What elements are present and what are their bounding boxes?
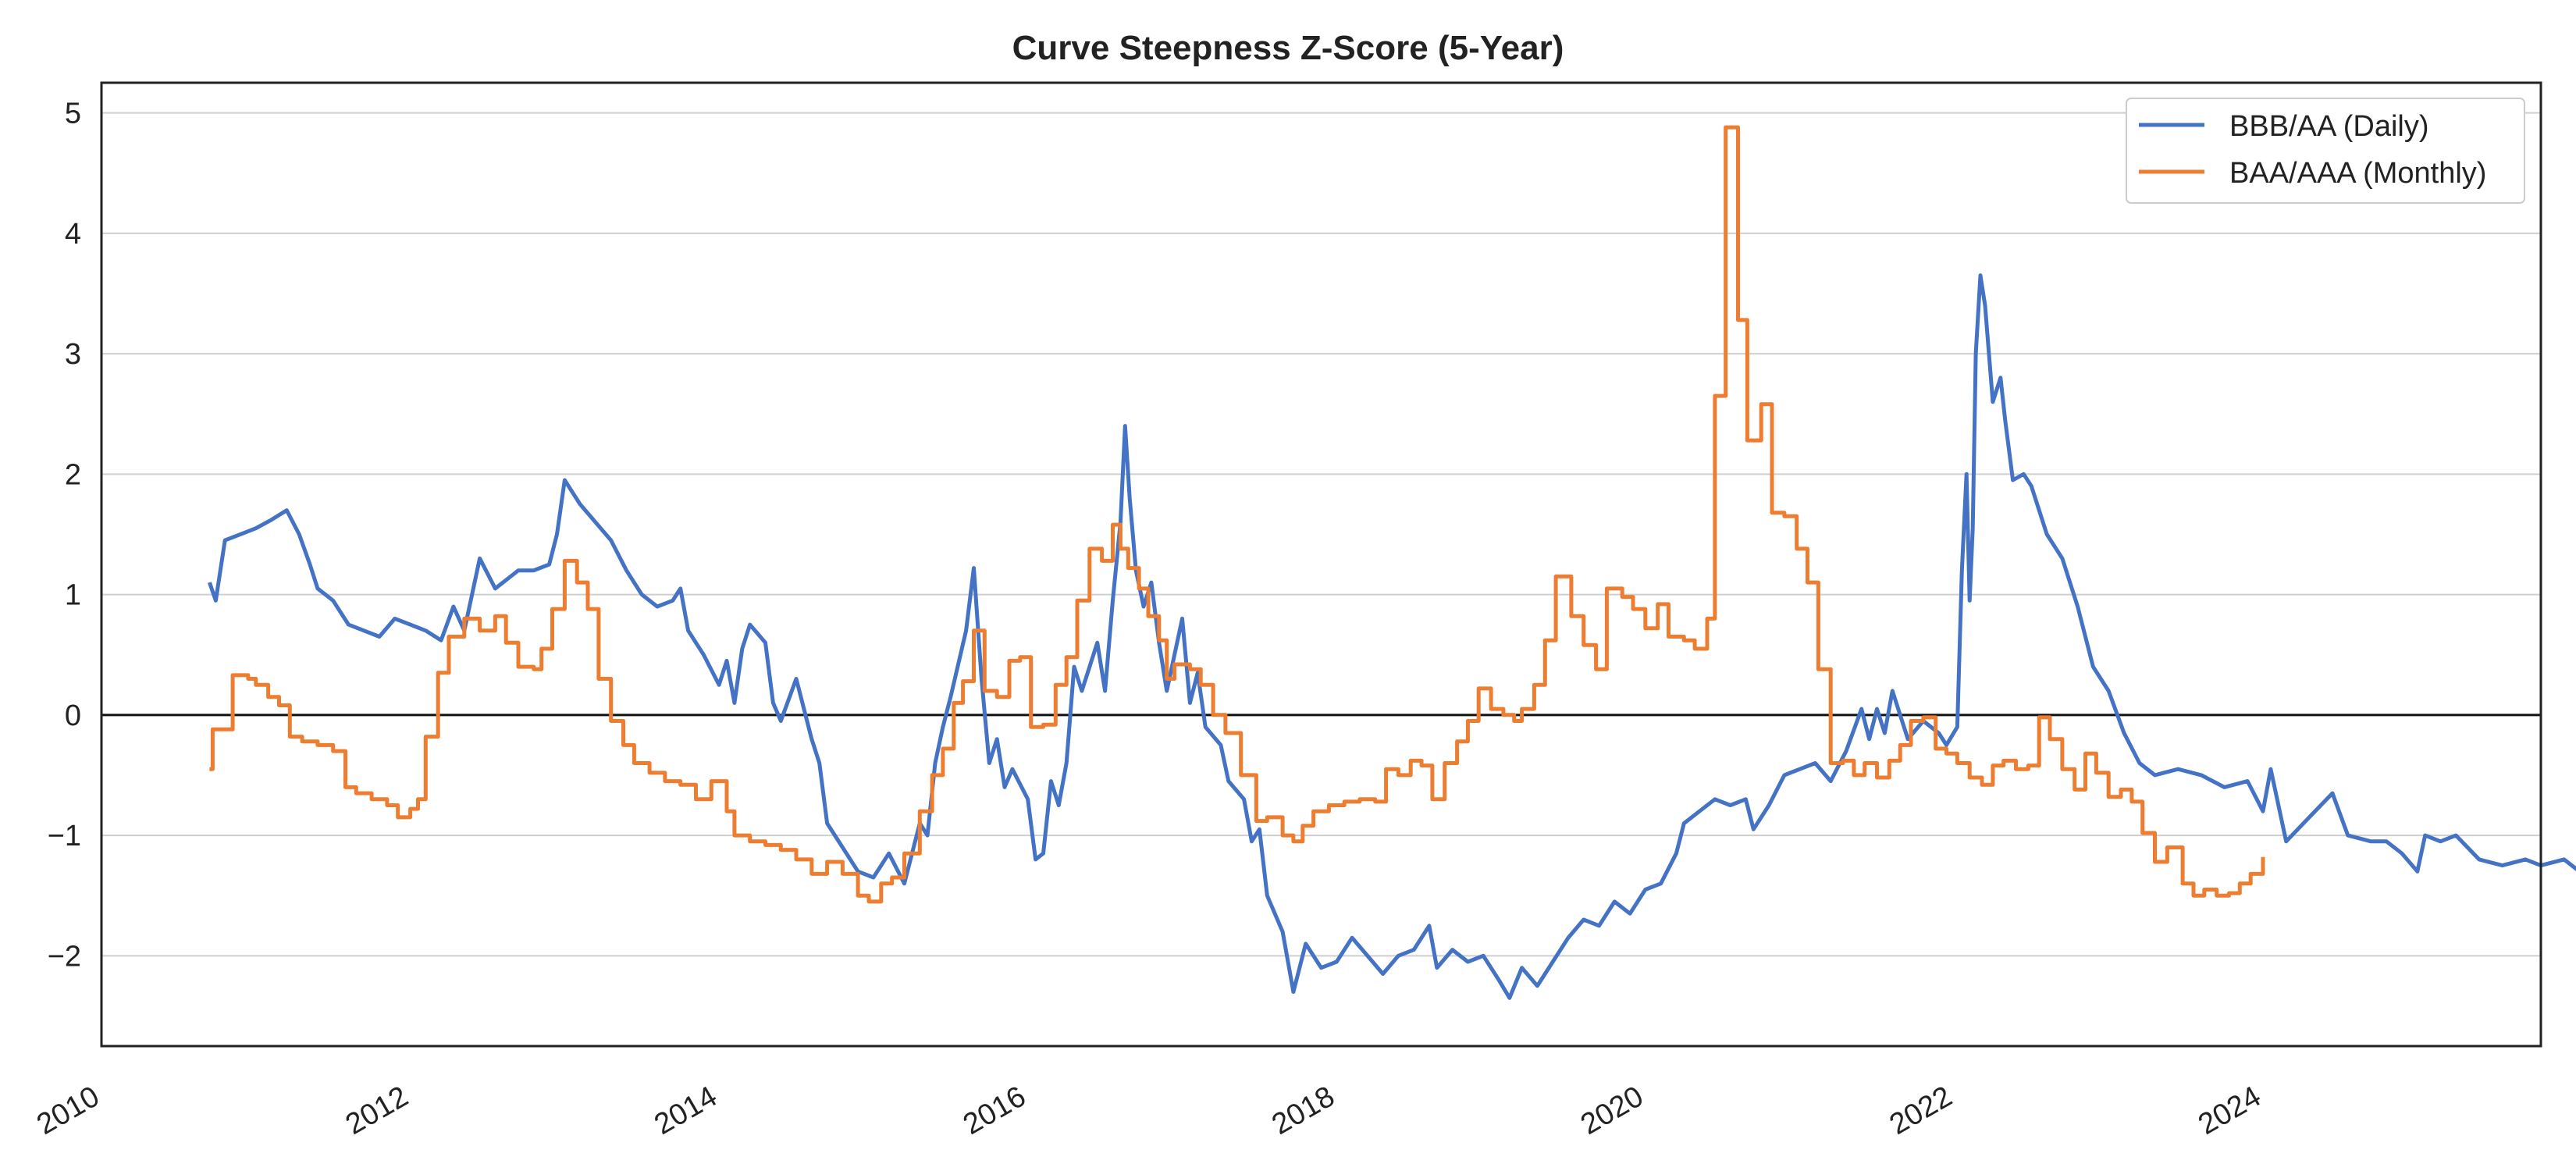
- series-layer: [208, 125, 2576, 1000]
- series-line-baa-aaa-monthly: [209, 125, 2265, 904]
- y-tick-label: 0: [65, 699, 81, 732]
- legend-box: [2126, 98, 2525, 204]
- legend-label-bbb-aa: BBB/AA (Daily): [2229, 110, 2429, 143]
- y-tick-label: −2: [48, 940, 81, 973]
- y-tick-label: 1: [65, 579, 81, 612]
- plot-frame: [100, 81, 2542, 1048]
- legend: BBB/AA (Daily) BAA/AAA (Monthly): [2126, 98, 2525, 204]
- y-axis-tick-labels: −2 −1 0 1 2 3 4 5: [48, 98, 81, 973]
- y-tick-label: 5: [65, 98, 81, 130]
- y-tick-label: 4: [65, 218, 81, 251]
- y-tick-label: 2: [65, 458, 81, 491]
- chart-title: Curve Steepness Z-Score (5-Year): [1012, 29, 1564, 67]
- series-line-bbb-aa-daily: [208, 273, 2576, 1000]
- legend-label-baa-aaa: BAA/AAA (Monthly): [2229, 157, 2486, 190]
- y-tick-label: 3: [65, 338, 81, 371]
- y-tick-label: −1: [48, 820, 81, 852]
